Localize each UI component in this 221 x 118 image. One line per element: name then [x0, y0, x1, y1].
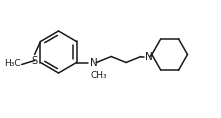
Text: H₃C: H₃C: [4, 59, 21, 68]
Text: S: S: [31, 55, 38, 65]
Text: CH₃: CH₃: [90, 72, 107, 80]
Text: N: N: [90, 57, 98, 67]
Text: N: N: [145, 51, 153, 61]
